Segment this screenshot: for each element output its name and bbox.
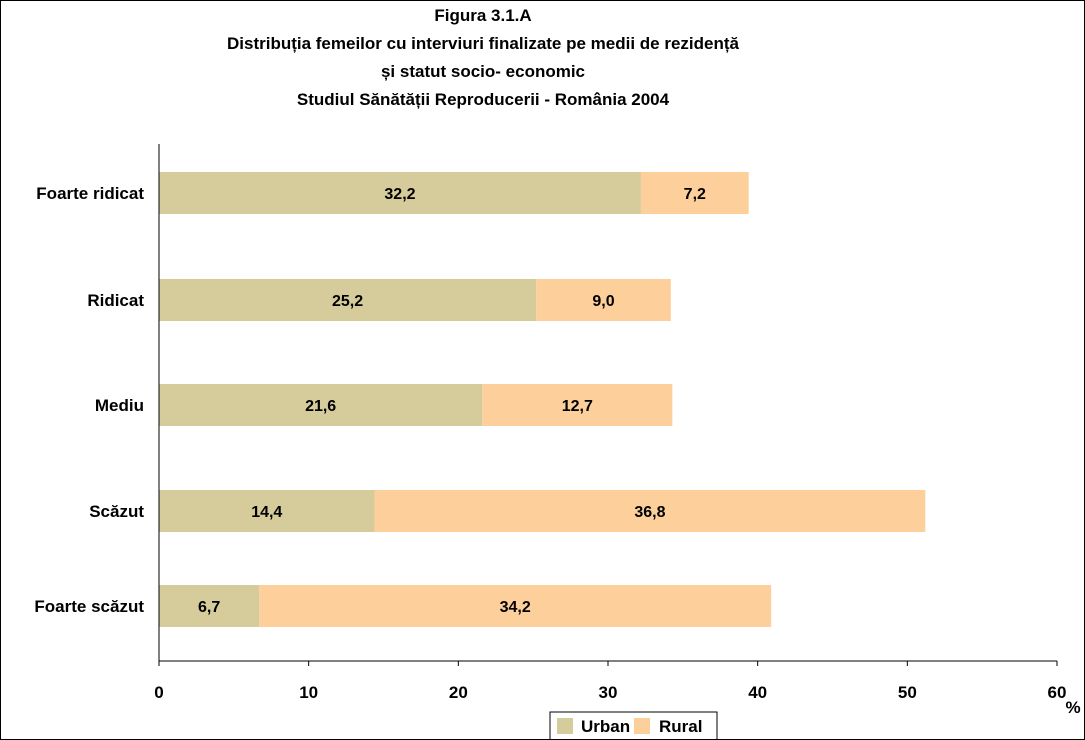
- x-tick-label: 40: [748, 683, 767, 702]
- category-label: Mediu: [95, 396, 144, 415]
- data-label: 9,0: [592, 293, 614, 310]
- bar-urban: [159, 490, 375, 532]
- x-axis-unit: %: [1065, 698, 1080, 717]
- data-label: 12,7: [562, 398, 593, 415]
- legend-swatch-rural: [634, 718, 650, 734]
- x-tick-label: 30: [599, 683, 618, 702]
- bar-rural: [374, 490, 926, 532]
- bars: [159, 172, 926, 627]
- data-label: 14,4: [251, 504, 282, 521]
- data-label: 25,2: [332, 293, 363, 310]
- category-label: Ridicat: [87, 291, 144, 310]
- data-label: 21,6: [305, 398, 336, 415]
- x-tick-label: 0: [154, 683, 163, 702]
- x-tick-label: 20: [449, 683, 468, 702]
- chart-title: Figura 3.1.A Distribuția femeilor cu int…: [227, 6, 740, 109]
- x-axis-ticks: 0 10 20 30 40 50 60: [154, 661, 1066, 702]
- category-label: Scăzut: [89, 502, 144, 521]
- data-label: 32,2: [384, 186, 415, 203]
- bar-rural: [482, 384, 673, 426]
- bar-rural: [259, 585, 772, 627]
- x-tick-label: 60: [1048, 683, 1067, 702]
- x-tick-label: 10: [299, 683, 318, 702]
- category-labels: Foarte ridicat Ridicat Mediu Scăzut Foarte s…: [34, 184, 144, 616]
- title-line-4: Studiul Sănătății Reproducerii - România…: [297, 90, 670, 109]
- legend: Urban Rural: [549, 711, 718, 739]
- bar-urban: [159, 585, 260, 627]
- x-tick-label: 50: [898, 683, 917, 702]
- legend-box: [549, 711, 718, 739]
- legend-label-rural: Rural: [659, 717, 702, 736]
- legend-label-urban: Urban: [581, 717, 630, 736]
- bar-urban: [159, 384, 483, 426]
- legend-swatch-urban: [557, 718, 573, 734]
- data-label: 7,2: [684, 186, 706, 203]
- data-label: 6,7: [198, 599, 220, 616]
- bar-urban: [159, 279, 537, 321]
- bar-urban: [159, 172, 641, 214]
- title-line-1: Figura 3.1.A: [434, 6, 531, 25]
- data-labels: 32,2 7,2 25,2 9,0 21,6 12,7 14,4 36,8 6,7 34,2: [198, 186, 706, 616]
- bar-rural: [640, 172, 749, 214]
- title-line-2: Distribuția femeilor cu interviuri final…: [227, 34, 740, 53]
- category-label: Foarte ridicat: [36, 184, 144, 203]
- data-label: 34,2: [500, 599, 531, 616]
- data-label: 36,8: [634, 504, 665, 521]
- category-label: Foarte scăzut: [34, 597, 144, 616]
- bar-rural: [536, 279, 671, 321]
- title-line-3: și statut socio- economic: [381, 62, 585, 81]
